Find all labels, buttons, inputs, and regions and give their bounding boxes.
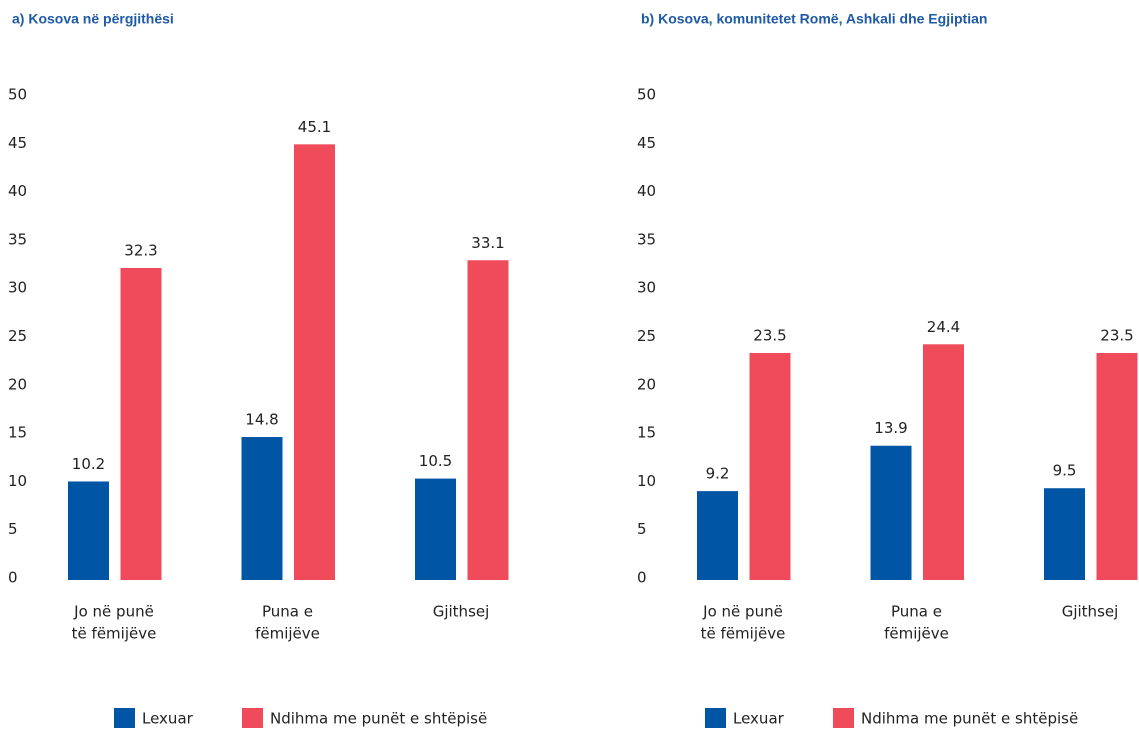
y-tick-label: 5 <box>637 520 647 538</box>
legend-label: Ndihma me punët e shtëpisë <box>270 710 487 728</box>
x-tick-label: Puna e <box>891 603 942 621</box>
y-tick-label: 45 <box>8 134 27 152</box>
y-tick-label: 50 <box>8 86 27 104</box>
y-tick-label: 20 <box>8 375 27 393</box>
y-tick-label: 0 <box>637 569 647 587</box>
y-tick-label: 40 <box>8 182 27 200</box>
y-tick-label: 15 <box>8 424 27 442</box>
value-label: 9.2 <box>706 465 730 483</box>
value-label: 13.9 <box>874 419 907 437</box>
y-tick-label: 50 <box>637 86 656 104</box>
value-label: 9.5 <box>1053 462 1077 480</box>
chart-title: a) Kosova në përgjithësi <box>12 11 174 27</box>
bar <box>923 344 964 580</box>
y-tick-label: 35 <box>8 230 27 248</box>
bar <box>415 478 456 580</box>
y-tick-label: 5 <box>8 520 18 538</box>
x-tick-label: të fëmijëve <box>72 625 157 643</box>
legend-swatch <box>242 708 263 728</box>
x-tick-label: Gjithsej <box>1062 603 1119 621</box>
y-tick-label: 15 <box>637 424 656 442</box>
legend-label: Lexuar <box>142 710 194 728</box>
value-label: 23.5 <box>753 326 786 344</box>
y-tick-label: 45 <box>637 134 656 152</box>
x-tick-label: të fëmijëve <box>701 625 786 643</box>
y-tick-label: 35 <box>637 230 656 248</box>
value-label: 14.8 <box>245 411 278 429</box>
x-tick-label: Puna e <box>262 603 313 621</box>
bar <box>1096 352 1138 580</box>
bar <box>697 491 738 580</box>
y-tick-label: 20 <box>637 375 656 393</box>
y-tick-label: 25 <box>637 327 656 345</box>
bar <box>749 352 791 580</box>
y-tick-label: 30 <box>637 279 656 297</box>
x-tick-label: Jo në punë <box>702 603 783 621</box>
bar <box>241 437 283 580</box>
bar <box>120 267 162 580</box>
bar <box>294 144 335 581</box>
value-label: 32.3 <box>124 241 157 259</box>
legend-swatch <box>114 708 135 728</box>
value-label: 10.2 <box>72 455 105 473</box>
bar <box>1044 488 1085 580</box>
y-tick-label: 40 <box>637 182 656 200</box>
y-tick-label: 10 <box>637 472 656 490</box>
bar <box>68 481 109 580</box>
x-tick-label: fëmijëve <box>255 625 320 643</box>
x-tick-label: fëmijëve <box>884 625 949 643</box>
y-tick-label: 30 <box>8 279 27 297</box>
value-label: 23.5 <box>1100 326 1133 344</box>
x-tick-label: Jo në punë <box>73 603 154 621</box>
value-label: 45.1 <box>298 118 331 136</box>
value-label: 24.4 <box>927 318 960 336</box>
value-label: 10.5 <box>419 452 452 470</box>
legend-label: Ndihma me punët e shtëpisë <box>861 710 1078 728</box>
y-tick-label: 25 <box>8 327 27 345</box>
legend-swatch <box>705 708 726 728</box>
bar <box>870 445 912 580</box>
legend-label: Lexuar <box>733 710 785 728</box>
x-tick-label: Gjithsej <box>433 603 490 621</box>
y-tick-label: 10 <box>8 472 27 490</box>
bar <box>467 260 509 580</box>
legend-swatch <box>833 708 854 728</box>
chart-title: b) Kosova, komunitetet Romë, Ashkali dhe… <box>641 11 987 27</box>
y-tick-label: 0 <box>8 569 18 587</box>
value-label: 33.1 <box>471 234 504 252</box>
